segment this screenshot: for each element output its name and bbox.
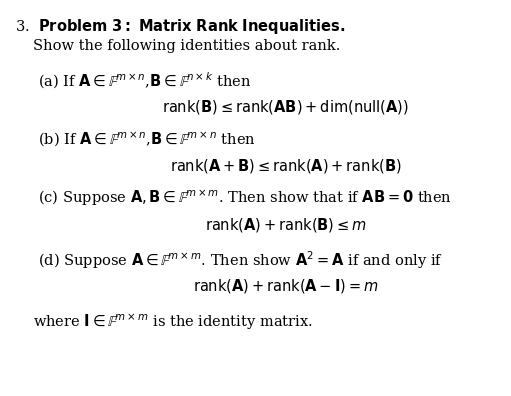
Text: $\mathrm{rank}(\mathbf{A} + \mathbf{B}) \leq \mathrm{rank}(\mathbf{A}) + \mathrm: $\mathrm{rank}(\mathbf{A} + \mathbf{B}) … [170,157,402,175]
Text: (b) If $\mathbf{A} \in \mathbb{F}^{m \times n}$,$\mathbf{B} \in \mathbb{F}^{m \t: (b) If $\mathbf{A} \in \mathbb{F}^{m \ti… [38,129,256,148]
Text: $\mathrm{rank}(\mathbf{A}) + \mathrm{rank}(\mathbf{B}) \leq m$: $\mathrm{rank}(\mathbf{A}) + \mathrm{ran… [205,216,366,234]
Text: (c) Suppose $\mathbf{A}, \mathbf{B} \in \mathbb{F}^{m \times m}$. Then show that: (c) Suppose $\mathbf{A}, \mathbf{B} \in … [38,188,452,208]
Text: 3.  $\mathbf{Problem\ 3:\ Matrix\ Rank\ Inequalities.}$: 3. $\mathbf{Problem\ 3:\ Matrix\ Rank\ I… [15,17,345,36]
Text: Show the following identities about rank.: Show the following identities about rank… [34,39,341,53]
Text: (d) Suppose $\mathbf{A} \in \mathbb{F}^{m \times m}$. Then show $\mathbf{A}^2 = : (d) Suppose $\mathbf{A} \in \mathbb{F}^{… [38,249,443,271]
Text: where $\mathbf{I} \in \mathbb{F}^{m \times m}$ is the identity matrix.: where $\mathbf{I} \in \mathbb{F}^{m \tim… [34,312,313,332]
Text: $\mathrm{rank}(\mathbf{B}) \leq \mathrm{rank}(\mathbf{AB}) + \mathrm{dim}(\mathr: $\mathrm{rank}(\mathbf{B}) \leq \mathrm{… [162,98,409,116]
Text: (a) If $\mathbf{A} \in \mathbb{F}^{m \times n}$,$\mathbf{B} \in \mathbb{F}^{n \t: (a) If $\mathbf{A} \in \mathbb{F}^{m \ti… [38,70,251,91]
Text: $\mathrm{rank}(\mathbf{A}) + \mathrm{rank}(\mathbf{A} - \mathbf{I}) = m$: $\mathrm{rank}(\mathbf{A}) + \mathrm{ran… [193,277,379,295]
